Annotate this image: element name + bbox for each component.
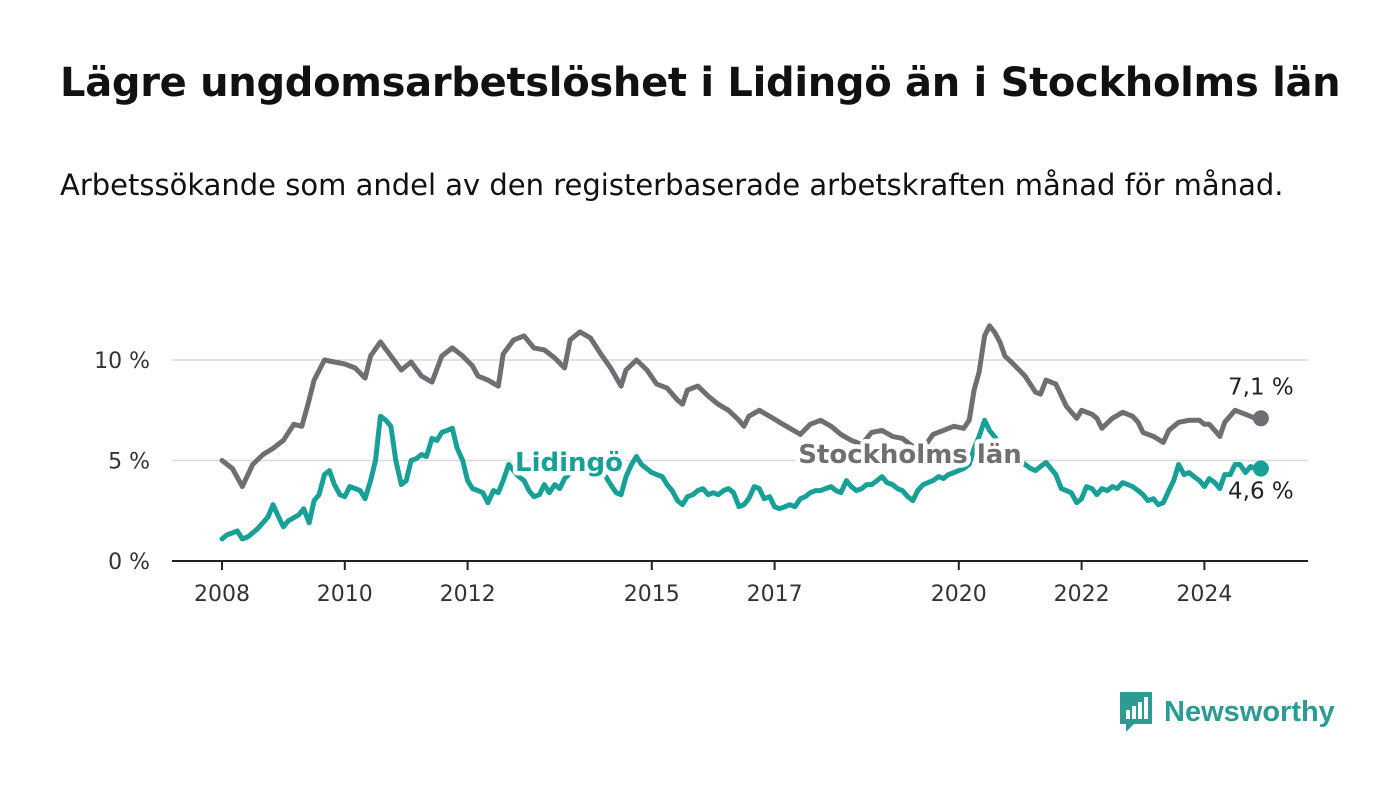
stockholm-series-end-point bbox=[1252, 410, 1269, 427]
stockholm-series-line bbox=[219, 323, 1264, 490]
x-tick-label: 2012 bbox=[440, 582, 496, 607]
lidingo-series-label: Lidingö bbox=[515, 448, 623, 478]
y-tick-label: 10 % bbox=[94, 349, 150, 374]
x-tick-label: 2022 bbox=[1054, 582, 1110, 607]
stockholm-series-label: Stockholms län bbox=[798, 440, 1022, 470]
newsworthy-logo[interactable]: Newsworthy bbox=[1118, 690, 1335, 734]
x-tick-label: 2015 bbox=[624, 582, 680, 607]
y-tick-label: 0 % bbox=[108, 550, 150, 575]
chart-subtitle: Arbetssökande som andel av den registerb… bbox=[60, 168, 1284, 202]
lidingo-series-end-point bbox=[1252, 460, 1269, 477]
x-tick-label: 2008 bbox=[194, 582, 250, 607]
bar-chart-icon bbox=[1120, 692, 1152, 732]
x-tick-label: 2020 bbox=[931, 582, 987, 607]
lidingo-series-end-value-label: 4,6 % bbox=[1228, 479, 1294, 505]
chart-title: Lägre ungdomsarbetslöshet i Lidingö än i… bbox=[60, 60, 1341, 106]
x-tick-label: 2017 bbox=[747, 582, 803, 607]
stockholm-series-end-value-label: 7,1 % bbox=[1228, 374, 1294, 400]
y-tick-label: 5 % bbox=[108, 450, 150, 475]
brand-name: Newsworthy bbox=[1164, 695, 1335, 728]
x-tick-label: 2024 bbox=[1176, 582, 1232, 607]
lidingo-series-line bbox=[219, 413, 1264, 542]
x-tick-label: 2010 bbox=[317, 582, 373, 607]
